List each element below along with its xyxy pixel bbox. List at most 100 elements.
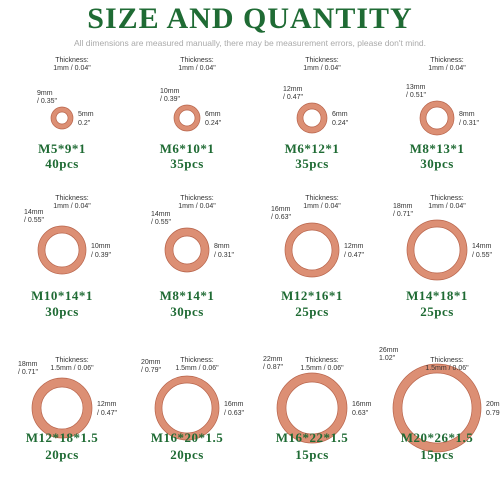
- outer-size: 13mm: [406, 84, 426, 91]
- outer-size-inch: / 0.79": [141, 367, 162, 374]
- quantity: 35pcs: [170, 156, 204, 171]
- inner-size-inch: 0.2": [78, 120, 91, 127]
- inner-size-inch: / 0.63": [224, 410, 245, 417]
- washer: [38, 226, 86, 274]
- thickness-value: 1mm / 0.04": [303, 203, 341, 210]
- washer-edge: [37, 225, 87, 275]
- outer-size-inch: / 0.55": [151, 219, 172, 226]
- quantity: 35pcs: [295, 156, 329, 171]
- thickness-value: 1.5mm / 0.06": [175, 365, 219, 372]
- thickness-label: Thickness:: [430, 57, 464, 64]
- inner-size-inch: / 0.31": [214, 252, 235, 259]
- thickness-value: 1mm / 0.04": [428, 65, 466, 72]
- quantity: 25pcs: [295, 304, 329, 319]
- thickness-value: 1mm / 0.04": [53, 65, 91, 72]
- thickness-value: 1.5mm / 0.06": [425, 365, 469, 372]
- quantity: 40pcs: [45, 156, 79, 171]
- washer-edge: [44, 232, 80, 268]
- washer-edge: [172, 235, 202, 265]
- outer-size: 14mm: [24, 209, 44, 216]
- washer-edge: [276, 372, 348, 444]
- size-name: M14*18*1: [406, 288, 468, 303]
- size-name: M8*13*1: [410, 141, 465, 156]
- washer: [174, 105, 200, 131]
- quantity: 15pcs: [420, 447, 454, 462]
- outer-size-inch: / 0.71": [393, 211, 414, 218]
- size-name: M12*18*1.5: [26, 430, 99, 445]
- size-name: M12*16*1: [281, 288, 343, 303]
- size-name: M16*20*1.5: [151, 430, 224, 445]
- washer: [165, 228, 209, 272]
- washer-edge: [413, 226, 461, 274]
- subtitle: All dimensions are measured manually, th…: [74, 38, 426, 48]
- thickness-label: Thickness:: [430, 195, 464, 202]
- size-name: M20*26*1.5: [401, 430, 474, 445]
- washer: [420, 101, 454, 135]
- title: SIZE AND QUANTITY: [87, 2, 412, 35]
- washer: [285, 223, 339, 277]
- washer-edge: [154, 375, 220, 441]
- thickness-value: 1.5mm / 0.06": [50, 365, 94, 372]
- outer-size-inch: / 0.51": [406, 92, 427, 99]
- washer-edge: [406, 219, 468, 281]
- washer-edge: [55, 111, 69, 125]
- quantity: 20pcs: [170, 447, 204, 462]
- inner-size-inch: 0.24": [332, 120, 349, 127]
- outer-size-inch: 1.02": [379, 355, 396, 362]
- inner-size: 12mm: [344, 243, 364, 250]
- inner-size: 12mm: [97, 401, 117, 408]
- inner-size: 14mm: [472, 243, 492, 250]
- quantity: 15pcs: [295, 447, 329, 462]
- inner-size-inch: / 0.47": [344, 252, 365, 259]
- thickness-label: Thickness:: [180, 195, 214, 202]
- washer-edge: [285, 381, 339, 435]
- inner-size-inch: 0.79": [486, 410, 500, 417]
- washer-edge: [173, 104, 201, 132]
- thickness-label: Thickness:: [180, 57, 214, 64]
- outer-size: 26mm: [379, 347, 399, 354]
- washer-edge: [291, 229, 333, 271]
- outer-size-inch: / 0.35": [37, 98, 58, 105]
- inner-size-inch: / 0.55": [472, 252, 493, 259]
- size-name: M6*12*1: [285, 141, 340, 156]
- washer-edge: [425, 106, 449, 130]
- inner-size: 8mm: [214, 243, 230, 250]
- washer: [393, 364, 481, 452]
- thickness-value: 1mm / 0.04": [53, 203, 91, 210]
- washer-edge: [296, 102, 328, 134]
- size-name: M6*10*1: [160, 141, 215, 156]
- outer-size-inch: / 0.87": [263, 364, 284, 371]
- quantity: 20pcs: [45, 447, 79, 462]
- inner-size-inch: / 0.31": [459, 120, 480, 127]
- outer-size: 12mm: [283, 86, 303, 93]
- washer: [32, 378, 92, 438]
- thickness-label: Thickness:: [55, 195, 89, 202]
- outer-size: 10mm: [160, 88, 180, 95]
- outer-size: 18mm: [393, 203, 413, 210]
- washer-edge: [284, 222, 340, 278]
- inner-size-inch: / 0.47": [97, 410, 118, 417]
- thickness-label: Thickness:: [305, 57, 339, 64]
- washer: [297, 103, 327, 133]
- inner-size: 16mm: [352, 401, 372, 408]
- washer-edge: [419, 100, 455, 136]
- thickness-value: 1mm / 0.04": [178, 203, 216, 210]
- outer-size: 18mm: [18, 361, 38, 368]
- size-name: M5*9*1: [38, 141, 86, 156]
- washer-edge: [302, 108, 322, 128]
- size-name: M8*14*1: [160, 288, 215, 303]
- washer: [155, 376, 219, 440]
- outer-size: 22mm: [263, 356, 283, 363]
- size-name: M10*14*1: [31, 288, 93, 303]
- inner-size: 16mm: [224, 401, 244, 408]
- thickness-label: Thickness:: [305, 357, 339, 364]
- washer-edge: [392, 363, 482, 453]
- washer: [407, 220, 467, 280]
- thickness-label: Thickness:: [305, 195, 339, 202]
- quantity: 30pcs: [420, 156, 454, 171]
- inner-size: 6mm: [332, 111, 348, 118]
- thickness-value: 1mm / 0.04": [303, 65, 341, 72]
- outer-size-inch: / 0.63": [271, 214, 292, 221]
- washer: [51, 107, 73, 129]
- thickness-value: 1mm / 0.04": [428, 203, 466, 210]
